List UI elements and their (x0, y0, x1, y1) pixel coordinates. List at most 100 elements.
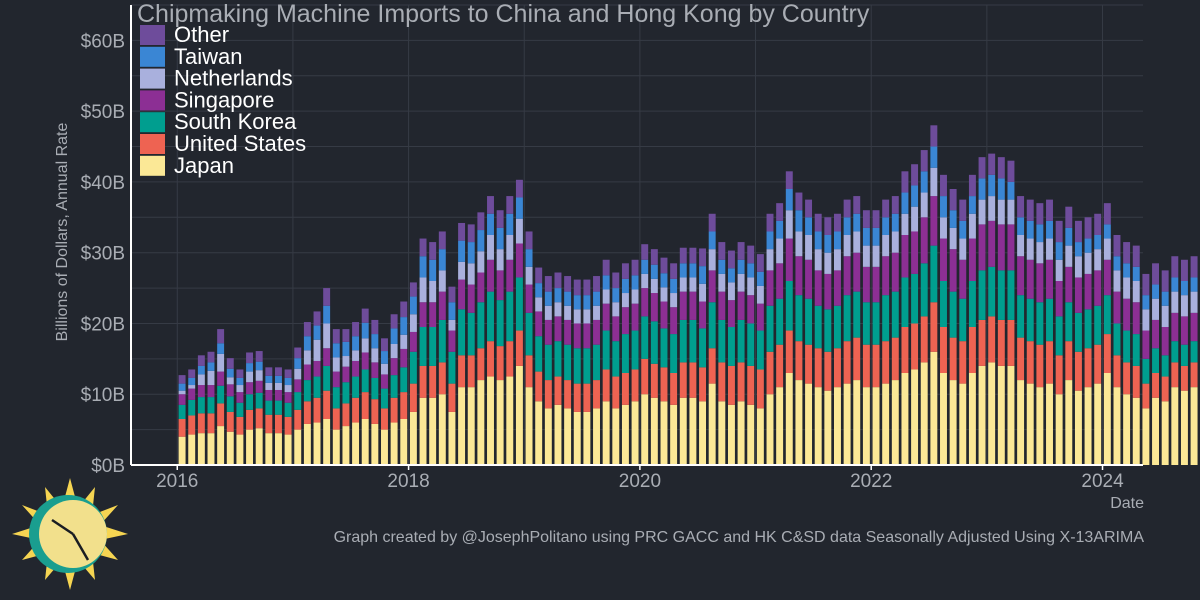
bar-segment (236, 385, 244, 393)
bar-segment (207, 351, 215, 363)
bar-segment (727, 404, 735, 465)
bar-segment (217, 353, 225, 372)
bar-segment (920, 362, 928, 465)
bar-segment (1074, 242, 1082, 257)
bar-segment (525, 231, 533, 250)
bar-segment (342, 329, 350, 342)
bar-segment (901, 277, 909, 327)
bar-segment (284, 434, 292, 465)
bar-segment (400, 334, 408, 349)
bar-segment (699, 401, 707, 465)
bar-segment (968, 281, 976, 327)
bar-segment (265, 400, 273, 415)
bar-segment (776, 203, 784, 221)
bar-segment (544, 291, 552, 306)
bar-segment (843, 295, 851, 342)
bar-segment (477, 230, 485, 252)
bar-segment (776, 298, 784, 345)
bar-segment (515, 330, 523, 366)
bar-segment (535, 267, 543, 284)
bar-segment (400, 367, 408, 393)
bars (178, 125, 1198, 465)
bar-segment (438, 362, 446, 395)
bar-segment (506, 259, 514, 292)
bar-segment (303, 322, 311, 337)
bar-segment (1142, 358, 1150, 384)
bar-segment (805, 344, 813, 384)
bar-segment (843, 199, 851, 218)
bar-segment (949, 227, 957, 250)
bar-segment (824, 351, 832, 391)
bar-segment (274, 375, 282, 383)
bar-segment (236, 416, 244, 435)
bar-segment (766, 305, 774, 352)
bar-segment (332, 357, 340, 372)
bar-segment (458, 309, 466, 356)
bar-segment (467, 284, 475, 313)
bar-segment (438, 394, 446, 465)
bar-segment (458, 387, 466, 465)
bar-segment (381, 374, 388, 389)
bar-segment (679, 247, 687, 264)
sun-logo (12, 478, 128, 590)
bar-segment (1036, 224, 1044, 243)
bar-segment (1171, 312, 1179, 342)
bar-segment (361, 338, 369, 353)
bar-segment (814, 387, 822, 465)
bar-segment (1132, 365, 1140, 398)
bar-segment (390, 358, 398, 376)
y-tick-label: $50B (81, 102, 125, 123)
bar-segment (361, 308, 369, 323)
bar-segment (940, 281, 947, 327)
bar-segment (564, 408, 572, 465)
bar-segment (1055, 281, 1063, 317)
bar-segment (265, 375, 273, 383)
bar-segment (448, 351, 456, 384)
bar-segment (409, 314, 417, 332)
bar-segment (371, 362, 379, 378)
bar-segment (188, 385, 196, 389)
bar-segment (458, 240, 466, 262)
bar-segment (988, 362, 996, 465)
bar-segment (313, 397, 321, 423)
bar-segment (1180, 281, 1188, 296)
bar-segment (178, 419, 186, 437)
bar-segment (718, 319, 726, 363)
bar-segment (593, 291, 600, 306)
bar-segment (631, 330, 639, 370)
bar-segment (1094, 305, 1102, 345)
bar-segment (660, 301, 668, 329)
bar-segment (949, 210, 957, 228)
bar-segment (602, 289, 610, 304)
bar-segment (1132, 397, 1140, 465)
bar-segment (660, 328, 668, 368)
bar-segment (1190, 277, 1198, 292)
bar-segment (515, 218, 523, 244)
bar-segment (997, 270, 1005, 320)
bar-segment (487, 291, 494, 342)
bar-segment (265, 433, 273, 465)
bar-segment (390, 314, 398, 329)
bar-segment (274, 389, 282, 401)
bar-segment (650, 249, 658, 265)
bar-segment (448, 302, 456, 320)
bar-segment (409, 331, 417, 352)
bar-segment (1007, 270, 1015, 320)
bar-segment (660, 401, 668, 465)
bar-segment (535, 311, 543, 337)
bar-segment (747, 277, 755, 296)
bar-segment (1026, 298, 1034, 342)
legend-swatch (140, 112, 165, 133)
bar-segment (1142, 408, 1150, 465)
bar-segment (641, 259, 649, 274)
bar-segment (988, 153, 996, 175)
legend-swatch (140, 68, 165, 89)
bar-segment (641, 273, 649, 289)
bar-segment (641, 244, 649, 260)
bar-segment (872, 266, 880, 303)
bar-segment (197, 385, 205, 398)
bar-segment (834, 305, 841, 349)
bar-segment (670, 404, 678, 465)
bar-segment (274, 400, 282, 415)
bar-segment (949, 380, 957, 465)
